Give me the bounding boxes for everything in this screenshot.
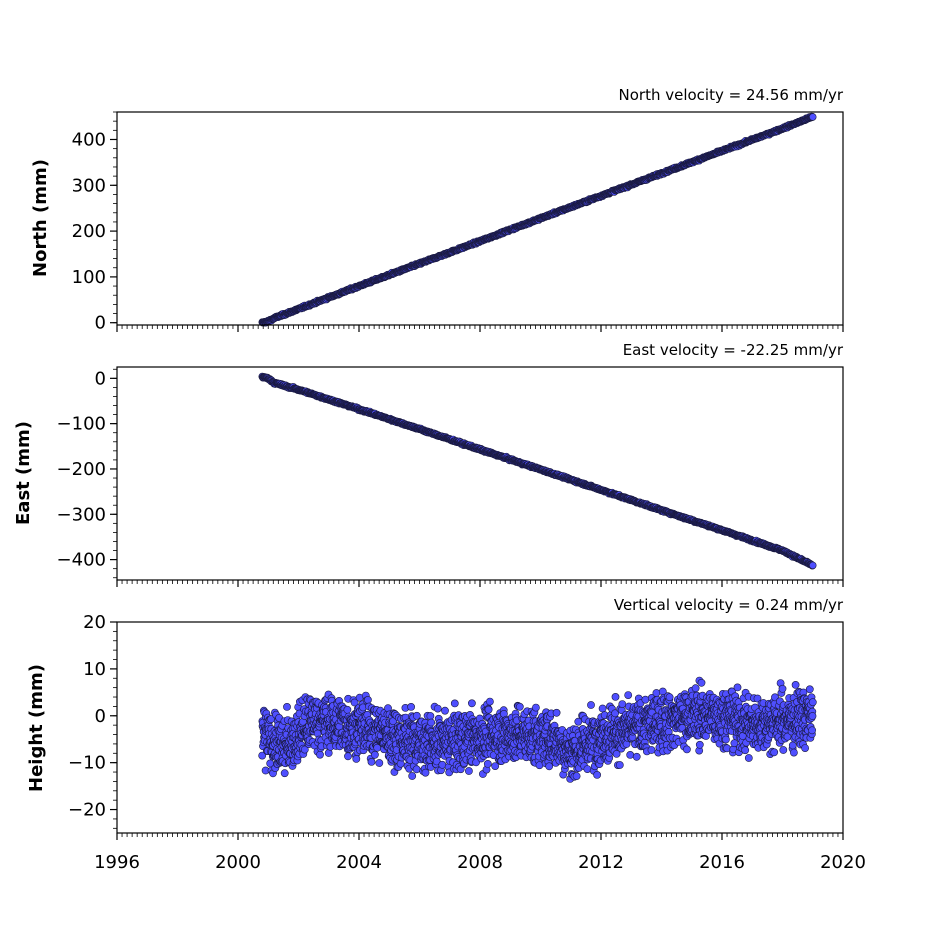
data-point bbox=[433, 704, 442, 713]
y-tick-label: 100 bbox=[72, 267, 106, 288]
data-point bbox=[485, 697, 494, 706]
north-panel: North velocity = 24.56 mm/yr North (mm) … bbox=[30, 86, 844, 334]
data-point bbox=[407, 703, 415, 711]
y-tick-label: 0 bbox=[95, 368, 106, 389]
data-point bbox=[441, 706, 449, 715]
north-y-ticks: 0 100 200 300 400 bbox=[72, 111, 117, 334]
east-panel: East velocity = -22.25 mm/yr East (mm) 0… bbox=[13, 341, 844, 587]
east-points bbox=[258, 372, 817, 570]
data-point bbox=[370, 750, 379, 759]
north-velocity-label: North velocity = 24.56 mm/yr bbox=[619, 86, 844, 104]
data-point bbox=[809, 113, 817, 121]
east-plot-frame bbox=[116, 366, 844, 581]
data-point bbox=[587, 701, 595, 709]
data-point bbox=[316, 750, 324, 759]
y-tick-label: −100 bbox=[57, 414, 106, 435]
data-point bbox=[375, 759, 384, 767]
data-point bbox=[412, 765, 421, 774]
y-tick-label: −400 bbox=[57, 550, 106, 571]
east-velocity-label: East velocity = -22.25 mm/yr bbox=[623, 341, 844, 359]
data-point bbox=[552, 708, 561, 717]
vertical-velocity-label: Vertical velocity = 0.24 mm/yr bbox=[614, 596, 844, 614]
data-point bbox=[352, 755, 361, 763]
height-points bbox=[258, 676, 817, 783]
data-point bbox=[532, 703, 540, 712]
data-point bbox=[572, 772, 581, 780]
north-axis-title: North (mm) bbox=[30, 159, 51, 277]
data-point bbox=[408, 772, 417, 780]
data-point bbox=[344, 752, 352, 761]
north-x-ticks bbox=[116, 325, 844, 332]
east-y-ticks: 0 −100 −200 −300 −400 bbox=[57, 368, 117, 579]
data-point bbox=[545, 762, 554, 771]
height-axis-title: Height (mm) bbox=[26, 664, 47, 792]
data-point bbox=[464, 767, 473, 775]
data-point bbox=[343, 705, 352, 714]
data-point bbox=[450, 699, 459, 708]
y-tick-label: −200 bbox=[57, 459, 106, 480]
north-points bbox=[258, 112, 817, 327]
y-tick-label: 400 bbox=[72, 129, 106, 150]
y-tick-label: 200 bbox=[72, 221, 106, 242]
data-point bbox=[467, 699, 476, 708]
data-point bbox=[426, 712, 435, 720]
data-point bbox=[363, 696, 372, 704]
height-panel: Vertical velocity = 0.24 mm/yr Height (m… bbox=[26, 596, 866, 873]
data-point bbox=[283, 703, 291, 711]
y-tick-label: −300 bbox=[57, 504, 106, 525]
data-point bbox=[367, 758, 376, 766]
data-point bbox=[483, 760, 492, 768]
data-point bbox=[280, 769, 289, 778]
data-point bbox=[598, 704, 607, 713]
east-x-ticks bbox=[116, 580, 844, 587]
east-axis-title: East (mm) bbox=[13, 421, 34, 525]
y-tick-label: 0 bbox=[95, 313, 106, 334]
y-tick-label: 300 bbox=[72, 175, 106, 196]
data-point bbox=[593, 771, 601, 779]
data-point bbox=[515, 702, 524, 711]
data-point bbox=[427, 718, 436, 727]
data-point bbox=[809, 561, 817, 570]
data-point bbox=[484, 705, 493, 714]
